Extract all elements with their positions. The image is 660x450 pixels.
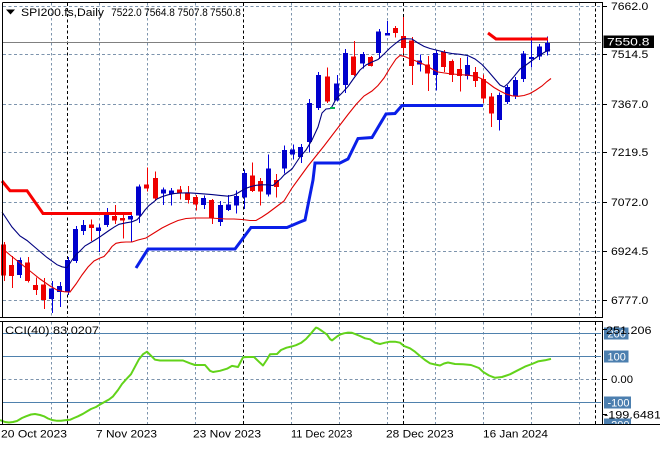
svg-text:-200: -200 bbox=[608, 420, 630, 432]
svg-text:23 Nov 2023: 23 Nov 2023 bbox=[193, 429, 261, 441]
svg-text:100: 100 bbox=[608, 352, 626, 364]
svg-text:11 Dec 2023: 11 Dec 2023 bbox=[291, 429, 352, 441]
svg-text:7072.0: 7072.0 bbox=[611, 197, 648, 209]
svg-text:0.00: 0.00 bbox=[611, 374, 633, 386]
svg-text:-100: -100 bbox=[608, 398, 630, 410]
svg-text:7507.8: 7507.8 bbox=[178, 7, 208, 19]
svg-text:7522.0: 7522.0 bbox=[111, 7, 142, 19]
svg-text:6777.0: 6777.0 bbox=[611, 295, 648, 307]
svg-text:20 Oct 2023: 20 Oct 2023 bbox=[1, 429, 67, 441]
svg-text:251.206: 251.206 bbox=[606, 325, 652, 337]
svg-text:7662.0: 7662.0 bbox=[611, 1, 648, 13]
svg-text:7367.0: 7367.0 bbox=[611, 99, 648, 111]
svg-text:SPI200.fs,Daily: SPI200.fs,Daily bbox=[21, 7, 105, 19]
svg-text:6924.5: 6924.5 bbox=[611, 246, 648, 258]
svg-text:CCI(40) 83.0207: CCI(40) 83.0207 bbox=[5, 325, 99, 337]
svg-text:7219.5: 7219.5 bbox=[611, 147, 648, 159]
svg-text:200: 200 bbox=[608, 329, 626, 341]
svg-text:-199.6481: -199.6481 bbox=[604, 410, 660, 422]
svg-text:7550.8: 7550.8 bbox=[607, 37, 650, 49]
svg-text:7564.8: 7564.8 bbox=[144, 7, 175, 19]
svg-text:7550.8: 7550.8 bbox=[210, 7, 241, 19]
svg-text:7 Nov 2023: 7 Nov 2023 bbox=[96, 429, 157, 441]
svg-text:7514.5: 7514.5 bbox=[611, 49, 648, 61]
svg-text:16 Jan 2024: 16 Jan 2024 bbox=[483, 429, 548, 441]
svg-text:28 Dec 2023: 28 Dec 2023 bbox=[386, 429, 454, 441]
